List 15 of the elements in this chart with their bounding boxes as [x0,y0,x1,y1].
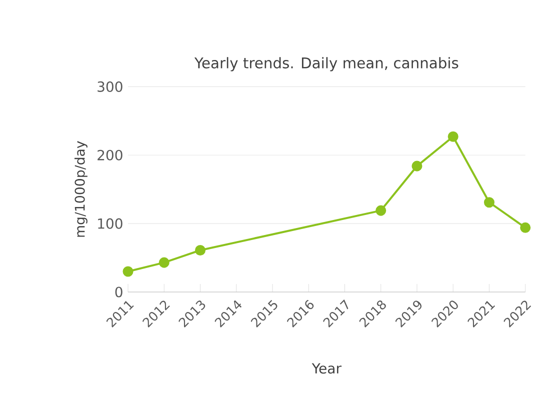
point [448,131,458,142]
chart-title: Yearly trends. Daily mean, cannabis [194,57,458,72]
point [194,244,206,256]
point [376,205,386,216]
point [158,257,170,268]
point [520,222,531,233]
point [122,266,134,277]
y-tick-label: 100 [98,218,122,229]
point [412,160,422,172]
x-axis-title: Year [312,363,342,374]
y-tick-label: 200 [98,150,122,160]
point [484,197,494,208]
y-tick-label: 0 [115,286,122,298]
y-axis-title: mg/1000p/day [74,141,88,237]
y-tick-label: 300 [98,81,122,92]
